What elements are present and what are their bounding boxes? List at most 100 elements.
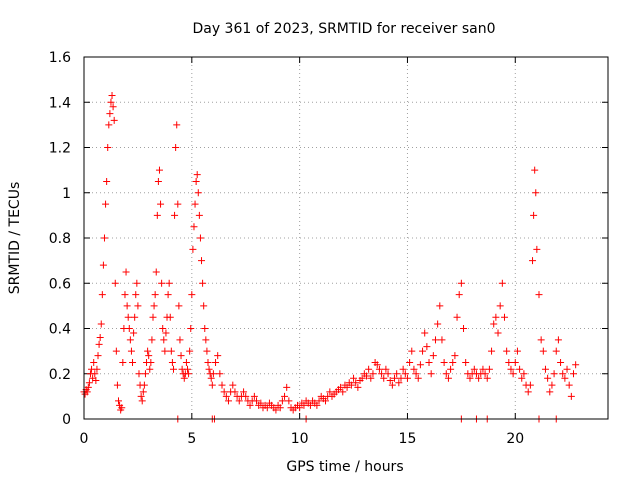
data-point (339, 388, 347, 396)
data-point (533, 245, 541, 253)
data-point (146, 365, 154, 373)
data-point (520, 370, 528, 378)
data-point (532, 189, 540, 197)
data-point (278, 397, 286, 405)
data-point (526, 381, 534, 389)
data-point (167, 347, 175, 355)
data-point (391, 374, 399, 382)
data-point (149, 313, 157, 321)
data-point (216, 370, 224, 378)
data-point (205, 365, 213, 373)
data-point (438, 336, 446, 344)
data-point (154, 177, 162, 185)
data-point (429, 352, 437, 360)
data-point (253, 397, 261, 405)
data-point (343, 383, 351, 391)
data-point (524, 388, 532, 396)
data-point (93, 365, 101, 373)
data-point (569, 370, 577, 378)
y-tick-label: 1 (62, 186, 71, 202)
data-point (263, 404, 271, 412)
data-point (485, 365, 493, 373)
data-point (419, 347, 427, 355)
data-point (358, 374, 366, 382)
data-point (104, 144, 112, 151)
data-point (106, 110, 114, 118)
data-point (193, 171, 201, 179)
data-point (102, 200, 110, 208)
data-point (481, 370, 489, 378)
data-point (257, 399, 265, 407)
data-point (550, 370, 558, 378)
data-point (177, 352, 185, 360)
data-point (95, 340, 103, 348)
data-point (131, 313, 139, 321)
data-point (159, 325, 167, 332)
data-point (300, 401, 308, 409)
data-point (548, 381, 556, 389)
data-point (118, 404, 126, 412)
data-point (208, 381, 216, 389)
data-point (546, 388, 554, 396)
data-point (442, 370, 450, 378)
data-point (164, 291, 172, 299)
data-point (124, 313, 132, 321)
data-point (462, 358, 470, 366)
data-point (150, 302, 158, 310)
data-point (250, 392, 258, 400)
data-point (121, 291, 129, 299)
data-point (112, 347, 120, 355)
data-point (296, 404, 304, 412)
data-point (141, 370, 149, 378)
data-point (129, 358, 137, 366)
data-point (161, 347, 169, 355)
data-point (518, 374, 526, 382)
data-point (513, 347, 521, 355)
data-point (453, 313, 461, 321)
data-point (84, 383, 92, 391)
data-point (544, 374, 552, 382)
data-point (460, 325, 468, 332)
data-point (281, 392, 289, 400)
data-point (160, 336, 168, 344)
data-point (492, 313, 500, 321)
data-point (185, 370, 193, 378)
data-point (113, 381, 121, 389)
data-point (151, 291, 159, 299)
data-point (196, 234, 204, 242)
data-point (200, 302, 208, 310)
data-point (176, 336, 184, 344)
data-point (133, 279, 141, 287)
data-point (204, 358, 212, 366)
x-tick-label: 15 (399, 431, 417, 447)
data-point (85, 379, 93, 387)
data-point (572, 361, 580, 369)
data-point (306, 401, 314, 409)
data-point (530, 211, 538, 219)
y-tick-label: 0.6 (49, 276, 71, 292)
data-point (403, 374, 411, 382)
data-point (490, 320, 498, 328)
data-point (276, 404, 284, 412)
data-point (155, 166, 163, 174)
data-point (554, 336, 562, 344)
data-point (125, 325, 133, 332)
data-point (444, 374, 452, 382)
data-point (180, 374, 188, 382)
data-point (135, 370, 143, 378)
data-point (406, 358, 414, 366)
data-point (436, 302, 444, 310)
y-tick-label: 1.2 (49, 141, 71, 157)
data-point (214, 352, 222, 360)
data-point (503, 347, 511, 355)
data-point (567, 392, 575, 400)
data-point (189, 245, 197, 253)
y-tick-label: 1.4 (49, 95, 71, 111)
data-point (138, 397, 146, 405)
data-point (496, 302, 504, 310)
data-point (561, 374, 569, 382)
data-point (414, 374, 422, 382)
data-point (187, 325, 195, 332)
data-point (457, 279, 465, 287)
